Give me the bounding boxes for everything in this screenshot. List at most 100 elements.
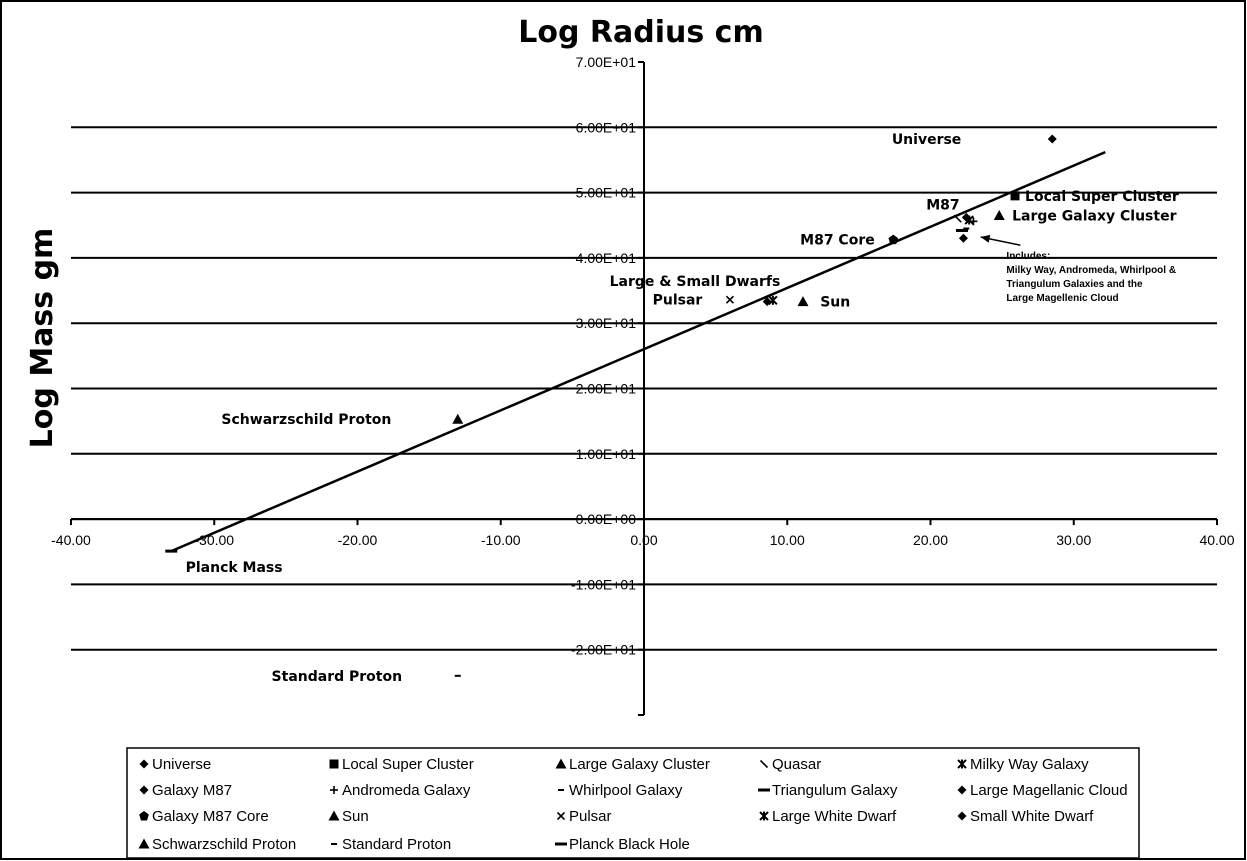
legend-marker [957, 759, 967, 769]
note-text-line: Large Magellenic Cloud [1006, 293, 1118, 304]
legend-entry: Triangulum Galaxy [772, 782, 898, 799]
point-annotation: M87 Core [800, 233, 875, 249]
point-annotation: Large Galaxy Cluster [1012, 208, 1176, 224]
data-point [993, 209, 1005, 220]
legend-entry: Planck Black Hole [569, 836, 690, 853]
legend-entry: Large White Dwarf [772, 808, 897, 825]
legend-entry: Local Super Cluster [342, 756, 474, 773]
point-annotation: Planck Mass [186, 560, 283, 576]
legend-entry: Large Galaxy Cluster [569, 756, 710, 773]
y-tick-label: -1.00E+01 [571, 576, 636, 592]
y-tick-label: 6.00E+01 [576, 119, 637, 135]
trend-line [170, 150, 1106, 553]
legend-marker [759, 811, 769, 821]
legend-entry: Universe [152, 756, 211, 773]
note-arrow-head [980, 234, 991, 243]
legend-marker [957, 811, 967, 821]
y-tick-label: 3.00E+01 [576, 315, 637, 331]
data-points [165, 134, 1057, 677]
x-tick-label: -20.00 [338, 532, 378, 548]
legend-marker [139, 785, 149, 795]
legend-marker [328, 810, 340, 821]
data-point [1047, 134, 1057, 144]
data-point [797, 296, 809, 307]
x-tick-label: 30.00 [1056, 532, 1091, 548]
data-point [454, 674, 461, 677]
legend-entry: Schwarzschild Proton [152, 836, 296, 853]
legend-marker [556, 811, 566, 821]
legend-marker [555, 842, 567, 846]
x-tick-label: -30.00 [194, 532, 234, 548]
y-tick-label: 5.00E+01 [576, 185, 637, 201]
point-annotation: Pulsar [653, 293, 703, 309]
legend-entry: Pulsar [569, 808, 612, 825]
annotations: Universe Local Super Cluster M87 Large Gala… [186, 132, 1179, 685]
x-tick-label: -40.00 [51, 532, 91, 548]
x-tick-label: 20.00 [913, 532, 948, 548]
data-point [762, 297, 772, 307]
legend-marker [758, 788, 770, 792]
legend-box [126, 747, 1140, 859]
x-tick-label: 0.00 [630, 532, 657, 548]
legend-entry: Whirlpool Galaxy [569, 782, 683, 799]
point-annotation: Standard Proton [272, 669, 403, 685]
point-annotation: Sun [820, 295, 850, 311]
point-annotation: Schwarzschild Proton [221, 412, 391, 428]
legend-entry: Milky Way Galaxy [970, 756, 1089, 773]
chart-title: Log Radius cm [518, 15, 763, 50]
axes [70, 61, 1218, 716]
tick-labels: -40.00 -30.00 -20.00 -10.00 0.00 10.00 20.00 30… [51, 54, 1235, 658]
point-annotation: M87 [926, 197, 959, 213]
y-tick-label: 4.00E+01 [576, 250, 637, 266]
legend-marker [330, 786, 338, 794]
trend-line-group [170, 150, 1106, 553]
x-tick-label: 40.00 [1199, 532, 1234, 548]
legend-entry: Quasar [772, 756, 821, 773]
legend-marker [957, 785, 967, 795]
x-tick-label: -10.00 [481, 532, 521, 548]
data-point [969, 217, 978, 226]
legend-entry: Andromeda Galaxy [342, 782, 471, 799]
legend-marker [329, 759, 339, 769]
y-tick-label: 7.00E+01 [576, 54, 637, 70]
y-tick-label: 1.00E+01 [576, 446, 637, 462]
y-tick-label: 2.00E+01 [576, 381, 637, 397]
legend-marker [555, 758, 567, 769]
note-group: Includes: Milky Way, Andromeda, Whirlpool… [980, 234, 1176, 304]
legend-marker [139, 811, 149, 821]
point-annotation: Universe [892, 132, 962, 148]
legend-marker [558, 789, 564, 791]
data-point [961, 212, 971, 222]
point-annotation: Large & Small Dwarfs [610, 274, 781, 290]
data-point [452, 413, 464, 424]
data-point [1010, 191, 1020, 201]
y-tick-label: 0.00E+00 [576, 511, 637, 527]
legend-entry: Galaxy M87 [152, 782, 232, 799]
legend-entry: Large Magellanic Cloud [970, 782, 1128, 799]
legend-marker [759, 759, 769, 769]
legend-marker [139, 759, 149, 769]
x-tick-label: 10.00 [770, 532, 805, 548]
data-point [956, 228, 969, 232]
data-point [963, 227, 970, 230]
legend-marker [138, 838, 150, 849]
legend-entry: Galaxy M87 Core [152, 808, 269, 825]
y-tick-label: -2.00E+01 [571, 642, 636, 658]
data-point [953, 214, 962, 223]
legend-entry: Standard Proton [342, 836, 451, 853]
legend-entry: Sun [342, 808, 369, 825]
legend-marker [331, 843, 337, 845]
y-axis-label: Log Mass gm [25, 228, 60, 449]
point-annotation: Local Super Cluster [1025, 189, 1179, 205]
data-point [888, 234, 899, 245]
legend: Universe Local Super Cluster Large Galaxy … [126, 747, 1140, 859]
note-text-line: Triangulum Galaxies and the [1006, 279, 1143, 290]
note-text-line: Includes: [1006, 251, 1050, 262]
data-point [725, 295, 735, 304]
legend-entry: Small White Dwarf [970, 808, 1094, 825]
data-point [958, 233, 968, 243]
note-text-line: Milky Way, Andromeda, Whirlpool & [1006, 265, 1176, 276]
data-point [165, 549, 178, 553]
